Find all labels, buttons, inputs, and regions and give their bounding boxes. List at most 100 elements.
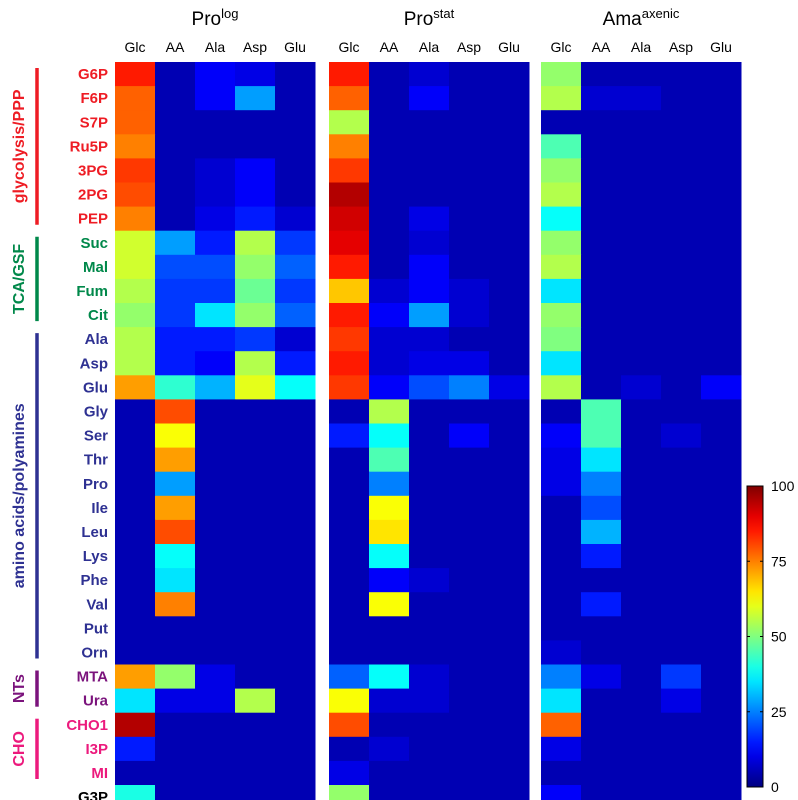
heatmap-cell [409, 736, 450, 762]
heatmap-cell [409, 182, 450, 208]
heatmap-cell [621, 182, 662, 208]
heatmap-cell [329, 230, 370, 256]
heatmap-cell [701, 495, 742, 521]
heatmap-cell [155, 568, 196, 593]
heatmap-cell [701, 351, 742, 376]
heatmap-cell [275, 640, 316, 665]
column-label: Ala [631, 39, 651, 55]
heatmap-cell [449, 158, 490, 183]
column-label: Glc [551, 39, 572, 55]
heatmap-cell [155, 592, 196, 617]
heatmap-cell [581, 327, 622, 352]
heatmap-cell [275, 351, 316, 376]
heatmap-cell [275, 616, 316, 641]
heatmap-cell [329, 544, 370, 569]
heatmap-cell [275, 134, 316, 159]
heatmap-cell [661, 399, 702, 424]
heatmap-cell [489, 712, 530, 738]
heatmap-cell [541, 760, 582, 786]
heatmap-cell [115, 447, 156, 473]
heatmap-cell [449, 688, 490, 714]
heatmap-cell [195, 688, 236, 714]
heatmap-cell [235, 785, 276, 800]
heatmap-cell [235, 182, 276, 208]
heatmap-cell [581, 230, 622, 256]
heatmap-cell [195, 182, 236, 208]
heatmap-cell [275, 760, 316, 786]
heatmap-cell [409, 230, 450, 256]
heatmap-cell [489, 785, 530, 800]
heatmap-cell [701, 736, 742, 762]
heatmap-cell [115, 616, 156, 641]
heatmap-cell [195, 303, 236, 328]
heatmap-cell [489, 278, 530, 304]
heatmap-cell [275, 736, 316, 762]
heatmap-cell [661, 158, 702, 183]
heatmap-cell [489, 471, 530, 497]
heatmap-cell [701, 664, 742, 690]
heatmap-cell [155, 423, 196, 449]
row-label: Ile [91, 500, 108, 517]
heatmap-cell [621, 110, 662, 135]
heatmap-cell [661, 86, 702, 111]
heatmap-cell [275, 712, 316, 738]
row-label: PEP [78, 211, 108, 228]
heatmap-cell [621, 62, 662, 87]
heatmap-cell [369, 471, 410, 497]
heatmap-cell [369, 86, 410, 111]
heatmap-cell [701, 592, 742, 617]
heatmap-cell [661, 278, 702, 304]
row-label: CHO1 [66, 717, 108, 734]
heatmap-cell [329, 399, 370, 424]
heatmap-cell [115, 327, 156, 352]
heatmap-cell [329, 688, 370, 714]
heatmap-cell [489, 206, 530, 232]
heatmap-cell [369, 688, 410, 714]
heatmap-cell [275, 447, 316, 473]
heatmap-cell [701, 230, 742, 256]
heatmap-cell [409, 664, 450, 690]
heatmap-cell [701, 375, 742, 400]
heatmap-cell [275, 423, 316, 449]
row-label: Val [86, 596, 108, 613]
heatmap-cell [195, 134, 236, 159]
heatmap-cell [369, 447, 410, 473]
heatmap-cell [449, 327, 490, 352]
heatmap-cell [449, 495, 490, 521]
heatmap-cell [235, 110, 276, 135]
heatmap-cell [115, 230, 156, 256]
heatmap-cell [449, 712, 490, 738]
heatmap-cell [581, 785, 622, 800]
heatmap-cell [661, 640, 702, 665]
heatmap-cell [409, 110, 450, 135]
heatmap-cell [369, 664, 410, 690]
row-label: Put [84, 620, 108, 637]
row-label: MTA [77, 669, 109, 686]
heatmap-cell [541, 182, 582, 208]
heatmap-cell [155, 447, 196, 473]
heatmap-cell [701, 785, 742, 800]
heatmap-cell [409, 399, 450, 424]
heatmap-cell [275, 495, 316, 521]
heatmap-cell [541, 712, 582, 738]
heatmap-cell [489, 110, 530, 135]
heatmap-cell [155, 544, 196, 569]
column-label: Glc [125, 39, 146, 55]
heatmap-cell [115, 351, 156, 376]
heatmap-cell [115, 206, 156, 232]
heatmap-cell [369, 736, 410, 762]
heatmap-cell [115, 471, 156, 497]
panel-title-superscript: axenic [642, 6, 680, 21]
heatmap-cell [235, 134, 276, 159]
heatmap-cell [329, 616, 370, 641]
heatmap-cell [661, 351, 702, 376]
panel-title: Prostat [404, 6, 455, 31]
heatmap-cell [581, 399, 622, 424]
heatmap-cell [409, 640, 450, 665]
heatmap-cell [369, 182, 410, 208]
group-label: NTs [11, 674, 28, 703]
heatmap-cell [155, 785, 196, 800]
heatmap-cell [195, 254, 236, 280]
heatmap-cell [329, 592, 370, 617]
